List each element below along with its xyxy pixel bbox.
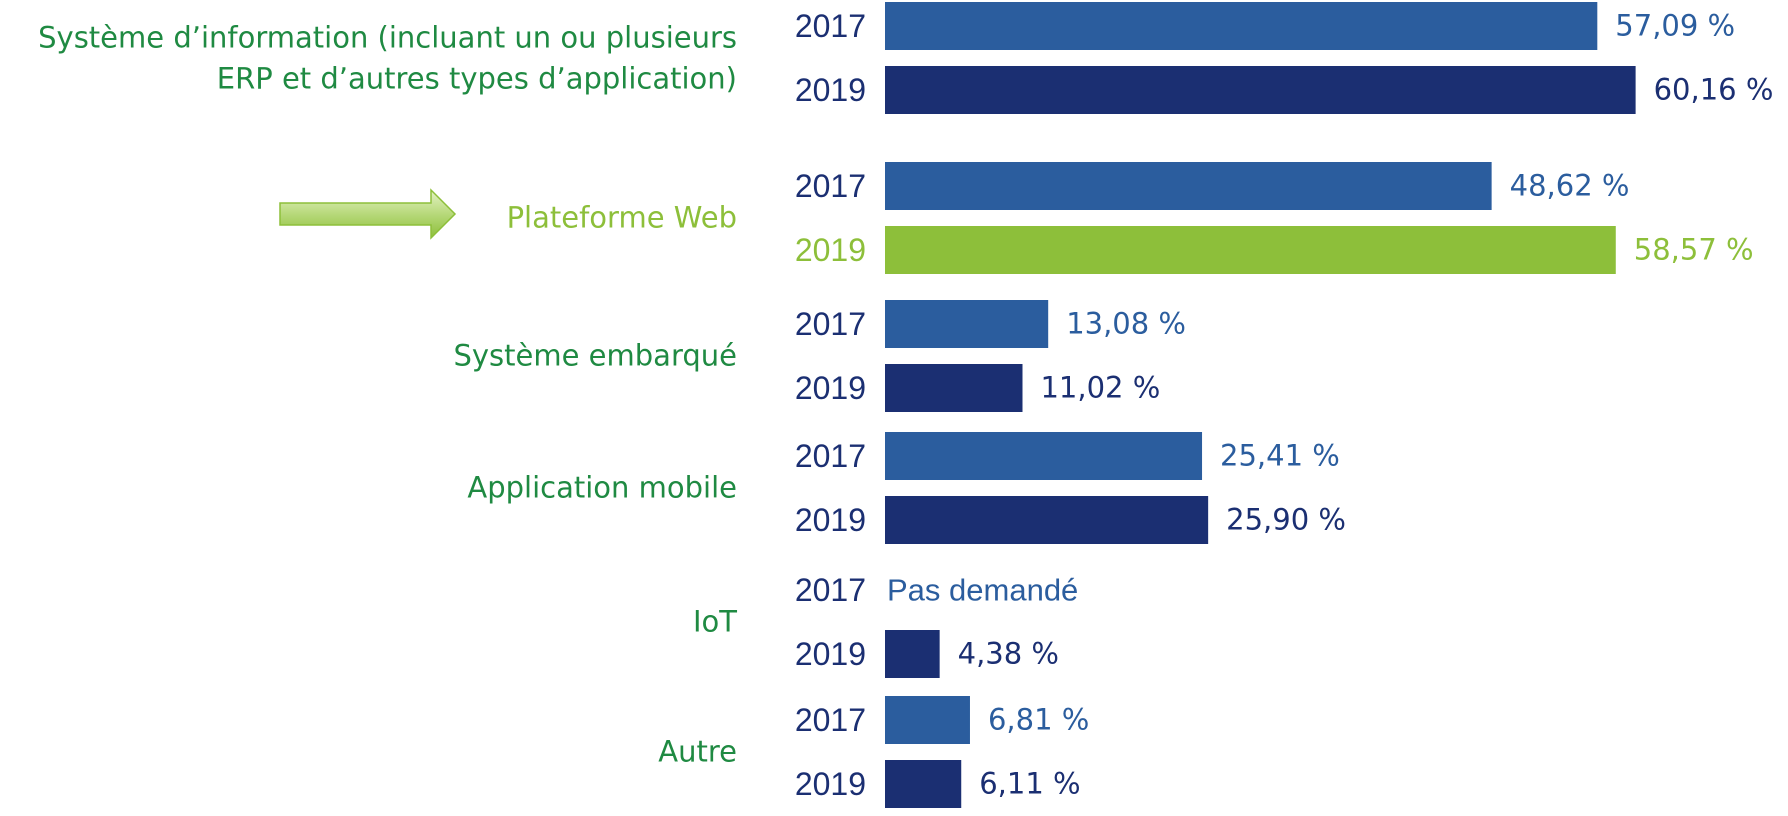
bar bbox=[885, 66, 1636, 114]
bar bbox=[885, 432, 1203, 480]
bar bbox=[885, 696, 970, 744]
year-label: 2019 bbox=[794, 766, 866, 802]
bar bbox=[885, 300, 1049, 348]
category-label: Système d’information (incluant un ou pl… bbox=[38, 20, 737, 95]
value-label: 60,16 % bbox=[1653, 72, 1774, 107]
year-label: 2017 bbox=[794, 702, 866, 738]
arrow bbox=[279, 188, 457, 240]
value-label: 25,41 % bbox=[1220, 438, 1340, 473]
value-label: Pas demandé bbox=[887, 572, 1079, 608]
value-label: 13,08 % bbox=[1066, 306, 1186, 341]
year-label: 2019 bbox=[794, 72, 866, 108]
year-label: 2019 bbox=[794, 370, 866, 406]
year-label: 2017 bbox=[794, 306, 866, 342]
bar bbox=[885, 630, 940, 678]
year-label: 2019 bbox=[794, 636, 866, 672]
category-label: Application mobile bbox=[467, 470, 737, 505]
value-label: 48,62 % bbox=[1509, 168, 1630, 203]
value-label: 57,09 % bbox=[1615, 8, 1736, 43]
value-label: 25,90 % bbox=[1226, 502, 1346, 537]
bar bbox=[885, 2, 1598, 50]
category-label: IoT bbox=[692, 604, 737, 639]
value-label: 6,81 % bbox=[987, 702, 1090, 737]
category-label: Système embarqué bbox=[453, 338, 737, 373]
bar bbox=[885, 364, 1023, 412]
year-label: 2019 bbox=[794, 232, 866, 268]
value-label: 4,38 % bbox=[957, 636, 1059, 671]
bar bbox=[885, 226, 1616, 274]
year-label: 2019 bbox=[794, 502, 866, 538]
category-label: Plateforme Web bbox=[506, 200, 737, 235]
value-label: 58,57 % bbox=[1633, 232, 1754, 267]
bar bbox=[885, 496, 1209, 544]
category-label: Autre bbox=[658, 734, 737, 769]
year-label: 2017 bbox=[794, 168, 866, 204]
year-label: 2017 bbox=[794, 572, 866, 608]
year-label: 2017 bbox=[794, 438, 866, 474]
value-label: 6,11 % bbox=[979, 766, 1081, 801]
bar bbox=[885, 760, 962, 808]
year-label: 2017 bbox=[794, 8, 866, 44]
value-label: 11,02 % bbox=[1040, 370, 1161, 405]
bar bbox=[885, 162, 1492, 210]
